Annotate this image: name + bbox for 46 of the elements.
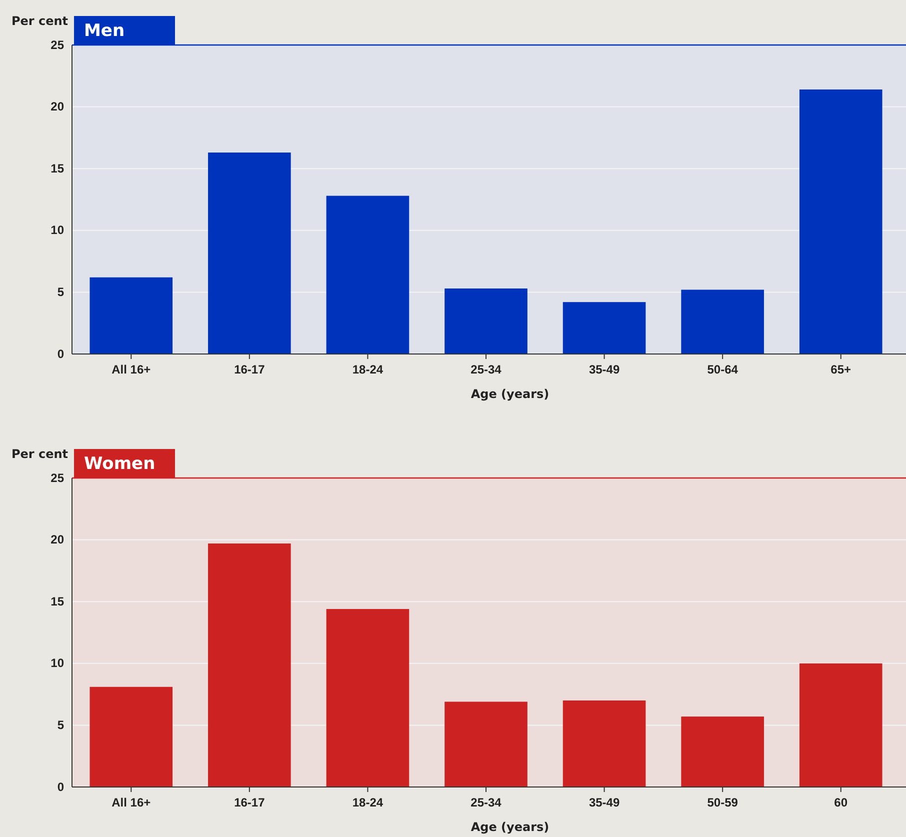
x-tick-label: All 16+ (112, 362, 151, 377)
y-axis-title: Per cent (11, 447, 68, 461)
x-tick-label: 16-17 (234, 796, 266, 810)
y-tick-label: 20 (50, 100, 64, 114)
bar (681, 716, 764, 787)
y-tick-label: 20 (50, 532, 64, 547)
y-tick-label: 25 (50, 38, 64, 52)
y-tick-label: 5 (57, 285, 64, 300)
bar (799, 663, 882, 787)
y-tick-label: 0 (57, 346, 64, 361)
x-tick-label: 65+ (830, 362, 852, 377)
x-axis-title: Age (years) (470, 387, 550, 401)
x-tick-label: 25-34 (470, 796, 502, 810)
x-tick-label: 35-49 (588, 362, 620, 377)
bar (562, 302, 646, 354)
x-tick-label: 50-59 (707, 796, 738, 810)
x-tick-label: 18-24 (352, 362, 384, 377)
bar (208, 152, 291, 354)
bar (90, 277, 173, 354)
x-tick-label: 18-24 (352, 796, 384, 810)
bar (562, 700, 646, 787)
chart-title: Men (84, 21, 125, 41)
x-axis-title: Age (years) (470, 820, 550, 834)
y-tick-label: 5 (57, 718, 64, 732)
bar (681, 290, 764, 354)
x-tick-label: 16-17 (234, 362, 266, 377)
y-tick-label: 10 (50, 656, 64, 670)
x-tick-label: 35-49 (588, 796, 620, 810)
x-tick-label: 25-34 (470, 362, 502, 377)
y-tick-label: 15 (50, 161, 64, 176)
y-tick-label: 10 (50, 223, 64, 238)
bar (444, 288, 528, 354)
bar (90, 686, 173, 787)
chart-title: Women (84, 454, 156, 474)
x-tick-label: All 16+ (112, 796, 151, 810)
bar (444, 702, 528, 787)
y-tick-label: 0 (57, 780, 64, 794)
bar (326, 196, 410, 354)
y-tick-label: 15 (50, 594, 64, 608)
bar (208, 544, 291, 787)
bar (326, 609, 410, 787)
x-tick-label: 50-64 (707, 362, 738, 377)
y-tick-label: 25 (50, 470, 64, 485)
x-tick-label: 60 (834, 796, 848, 810)
bar (799, 89, 882, 354)
y-axis-title: Per cent (11, 14, 68, 28)
